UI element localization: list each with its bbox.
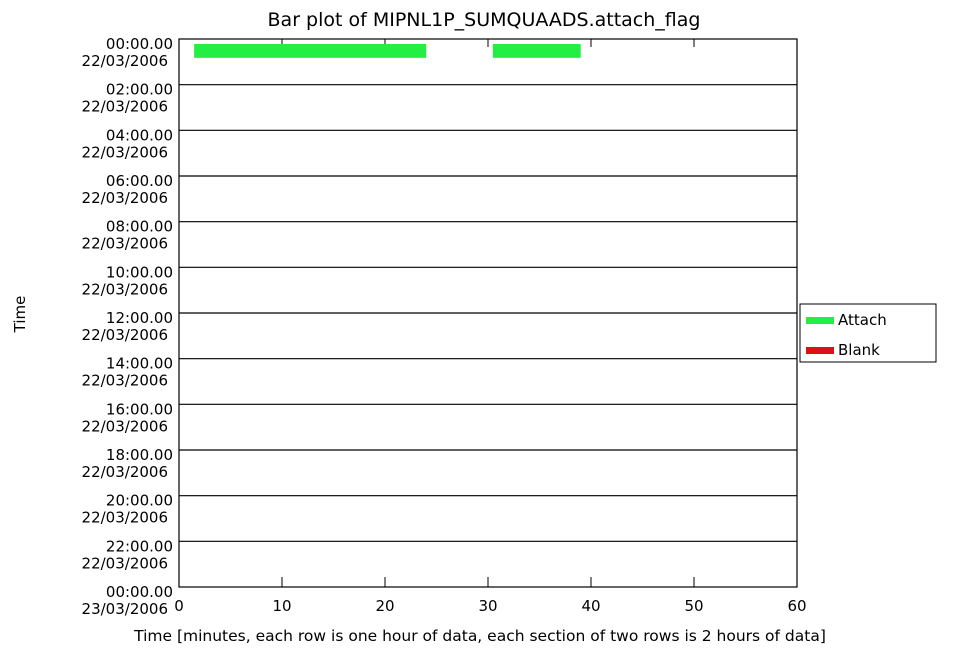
y-tick-date: 22/03/2006 — [82, 463, 168, 481]
y-tick-time: 12:00.00 — [106, 309, 173, 327]
x-tick-label: 50 — [684, 597, 703, 615]
x-tick-label: 10 — [272, 597, 291, 615]
y-tick-time: 20:00.00 — [106, 492, 173, 510]
y-tick-date: 22/03/2006 — [82, 417, 168, 435]
y-tick-date: 22/03/2006 — [82, 52, 168, 70]
bar-attach — [194, 44, 427, 58]
x-tick-label: 40 — [581, 597, 600, 615]
y-axis-tick-labels: 00:00.0022/03/200602:00.0022/03/200604:0… — [82, 35, 173, 618]
y-tick-time: 02:00.00 — [106, 81, 173, 99]
bar-attach — [492, 44, 581, 58]
y-tick-date: 22/03/2006 — [82, 235, 168, 253]
y-tick-date: 23/03/2006 — [82, 600, 168, 618]
y-tick-time: 16:00.00 — [106, 400, 173, 418]
y-tick-time: 18:00.00 — [106, 446, 173, 464]
bar-series — [194, 44, 581, 58]
x-axis: 0 10 20 30 40 50 60 — [174, 577, 807, 615]
legend-label-blank: Blank — [838, 341, 880, 359]
section-separators — [179, 84, 797, 542]
y-tick-date: 22/03/2006 — [82, 372, 168, 390]
y-tick-date: 22/03/2006 — [82, 554, 168, 572]
y-tick-time: 08:00.00 — [106, 218, 173, 236]
chart-title: Bar plot of MIPNL1P_SUMQUAADS.attach_fla… — [268, 9, 701, 31]
legend-swatch-blank — [806, 347, 834, 354]
y-tick-time: 14:00.00 — [106, 355, 173, 373]
y-tick-time: 10:00.00 — [106, 263, 173, 281]
legend-swatch-attach — [806, 317, 834, 324]
y-tick-date: 22/03/2006 — [82, 280, 168, 298]
x-tick-label: 0 — [174, 597, 184, 615]
x-tick-label: 30 — [478, 597, 497, 615]
y-axis-title: Time — [11, 296, 29, 334]
y-tick-date: 22/03/2006 — [82, 509, 168, 527]
y-tick-time: 22:00.00 — [106, 537, 173, 555]
y-tick-date: 22/03/2006 — [82, 326, 168, 344]
y-tick-date: 22/03/2006 — [82, 189, 168, 207]
x-tick-label: 60 — [787, 597, 806, 615]
top-axis-ticks — [178, 39, 798, 47]
x-tick-label: 20 — [375, 597, 394, 615]
legend: Attach Blank — [799, 303, 937, 363]
y-tick-date: 22/03/2006 — [82, 143, 168, 161]
y-tick-date: 22/03/2006 — [82, 98, 168, 116]
y-tick-time: 00:00.00 — [106, 583, 173, 601]
legend-label-attach: Attach — [838, 311, 887, 329]
x-axis-title: Time [minutes, each row is one hour of d… — [133, 627, 826, 645]
y-tick-time: 04:00.00 — [106, 126, 173, 144]
y-tick-time: 06:00.00 — [106, 172, 173, 190]
y-tick-time: 00:00.00 — [106, 35, 173, 53]
